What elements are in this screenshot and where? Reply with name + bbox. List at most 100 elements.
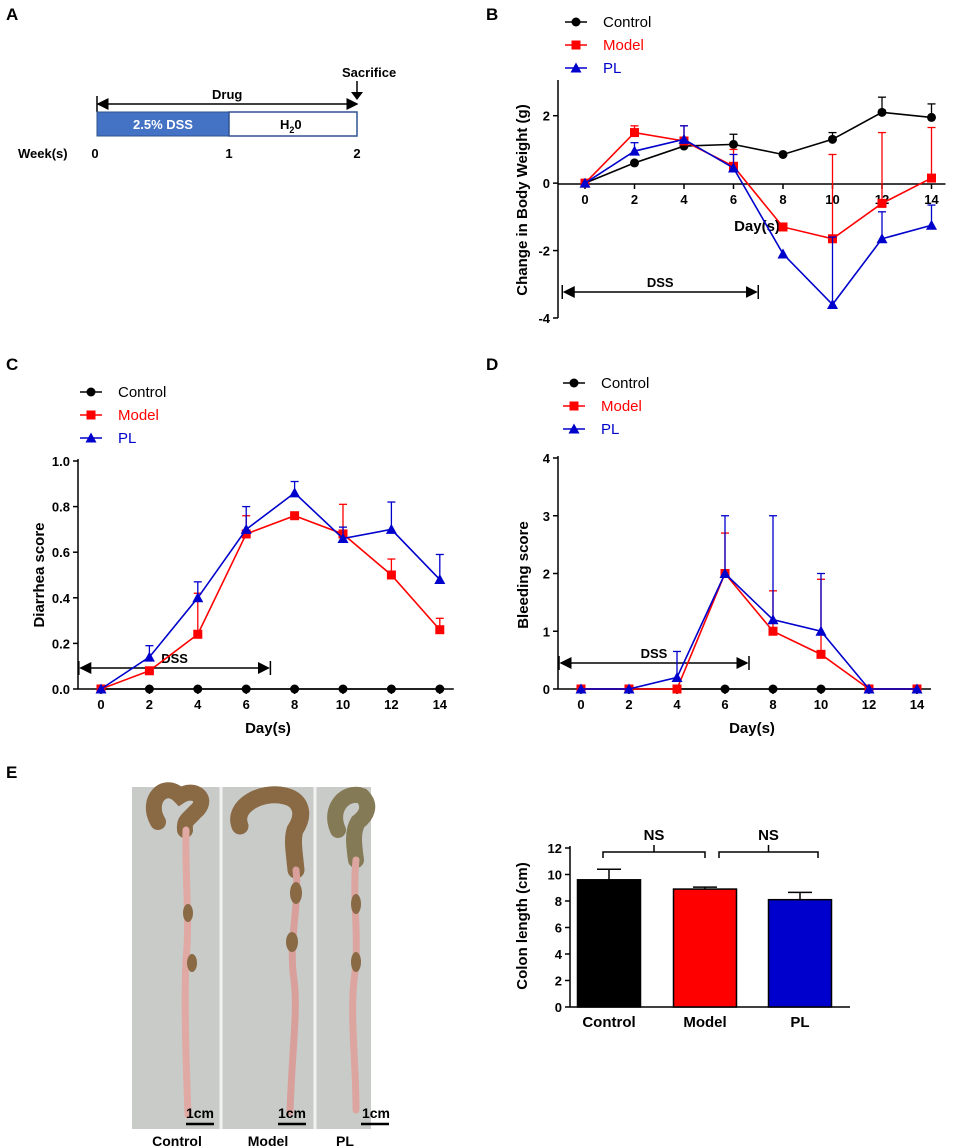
y-tick-label: 0.2 [52, 636, 70, 651]
x-axis-label: Day(s) [729, 720, 775, 737]
panel-label-e: E [6, 763, 17, 782]
control-data-point [729, 139, 738, 149]
colon-pl-pellet-2 [351, 952, 361, 972]
dss-week-box [96, 111, 230, 137]
pl-data-point [143, 651, 155, 662]
y-tick-label: 6 [555, 921, 562, 936]
week-tick-0: 0 [91, 146, 98, 161]
photo-label-model: Model [248, 1133, 288, 1148]
photo-label-pl: PL [336, 1133, 354, 1148]
x-tick-label: 0 [577, 697, 584, 712]
y-tick-label: 10 [548, 868, 562, 883]
pl-series-line [100, 491, 441, 690]
colon-pl-pellet-1 [351, 894, 361, 914]
legend-label-control: Control [603, 14, 651, 31]
legend-label-pl: PL [118, 430, 136, 447]
colon-length-chart: 0 2 4 6 8 10 12 Colon length (cm) Control Model PL… [514, 827, 850, 1031]
control-data-point [144, 684, 154, 694]
control-data-point [241, 684, 251, 694]
pl-series-line [584, 138, 932, 306]
dss-week-label: 2.5% DSS [133, 117, 193, 132]
y-tick-label: 2 [555, 974, 562, 989]
panel-label-c: C [6, 355, 18, 374]
model-data-point [386, 570, 396, 580]
control-data-point [630, 158, 639, 168]
pl-data-point [678, 133, 690, 144]
control-data-point [877, 107, 887, 117]
pl-data-point [815, 625, 827, 636]
model-data-point [144, 666, 154, 676]
legend-marker-pl [570, 62, 582, 73]
y-tick-label: 0.6 [52, 545, 70, 560]
y-tick-label: 0 [543, 682, 550, 697]
x-tick-label: 14 [433, 697, 448, 712]
pl-data-point [623, 683, 635, 694]
x-tick-label: 10 [814, 697, 828, 712]
panel-label-a: A [6, 5, 18, 24]
x-tick-label: 14 [910, 697, 925, 712]
colon-control-body [181, 826, 192, 1119]
significance-label: NS [644, 827, 665, 844]
legend-marker-control [569, 378, 579, 388]
legend-marker-model [569, 401, 579, 411]
model-data-point [877, 198, 887, 208]
legend-label-model: Model [118, 407, 159, 424]
pl-series-line [581, 572, 917, 690]
control-data-point [338, 684, 348, 694]
bar-control [576, 879, 642, 1008]
legend-marker-control [86, 387, 96, 397]
water-label-tail: 0 [294, 117, 301, 132]
y-axis-label: Diarrhea score [31, 522, 48, 627]
water-label-h: H [280, 117, 289, 132]
y-axis-label: Bleeding score [515, 521, 532, 629]
pl-data-point [337, 533, 349, 544]
legend-marker-model [571, 40, 581, 50]
x-tick-label: 2 [631, 192, 638, 207]
sacrifice-arrowhead [351, 92, 363, 100]
panel-label-d: D [486, 355, 498, 374]
model-data-point [672, 684, 682, 694]
control-data-point [816, 684, 826, 694]
control-data-point [435, 684, 445, 694]
sacrifice-label: Sacrifice [342, 65, 396, 80]
colon-pl-cecum [327, 786, 376, 868]
model-data-point [435, 625, 445, 635]
x-tick-label: 12 [384, 697, 398, 712]
pl-data-point [629, 145, 640, 156]
colon-model-pellet-2 [286, 932, 298, 952]
legend-marker-pl [568, 423, 580, 434]
pl-data-point [385, 523, 397, 534]
bar-pl [767, 898, 833, 1008]
dss-label: DSS [641, 646, 668, 661]
significance-bracket [718, 851, 819, 858]
pl-data-point [434, 574, 446, 585]
colon-model-pellet-1 [290, 882, 302, 904]
pl-data-point [863, 683, 875, 694]
scale-label-1: 1cm [186, 1105, 214, 1121]
timeline-panel: Sacrifice Drug 2.5% DSS H20 Week(s) 0 1 … [18, 65, 396, 161]
x-tick-label: 14 [924, 192, 939, 207]
photo-label-control: Control [152, 1133, 202, 1148]
control-data-point [927, 112, 936, 122]
model-series-line [584, 131, 932, 240]
x-tick-label: 8 [291, 697, 298, 712]
model-data-point [816, 649, 826, 659]
colon-control-pellet-2 [187, 954, 197, 972]
legend-label-control: Control [118, 384, 166, 401]
water-label: H20 [280, 117, 302, 135]
pl-data-point [827, 299, 838, 310]
colon-control-cecum [145, 782, 210, 838]
y-tick-label: 0 [555, 1000, 562, 1015]
y-tick-label: 0 [543, 176, 550, 191]
x-tick-label: 8 [769, 697, 776, 712]
y-tick-label: 8 [555, 894, 562, 909]
control-data-point [290, 684, 300, 694]
pl-data-point [579, 177, 591, 188]
panel-label-b: B [486, 5, 498, 24]
x-tick-label: 12 [862, 697, 876, 712]
pl-data-point [911, 683, 923, 694]
significance-bracket [602, 851, 706, 858]
model-series-line [100, 514, 441, 690]
